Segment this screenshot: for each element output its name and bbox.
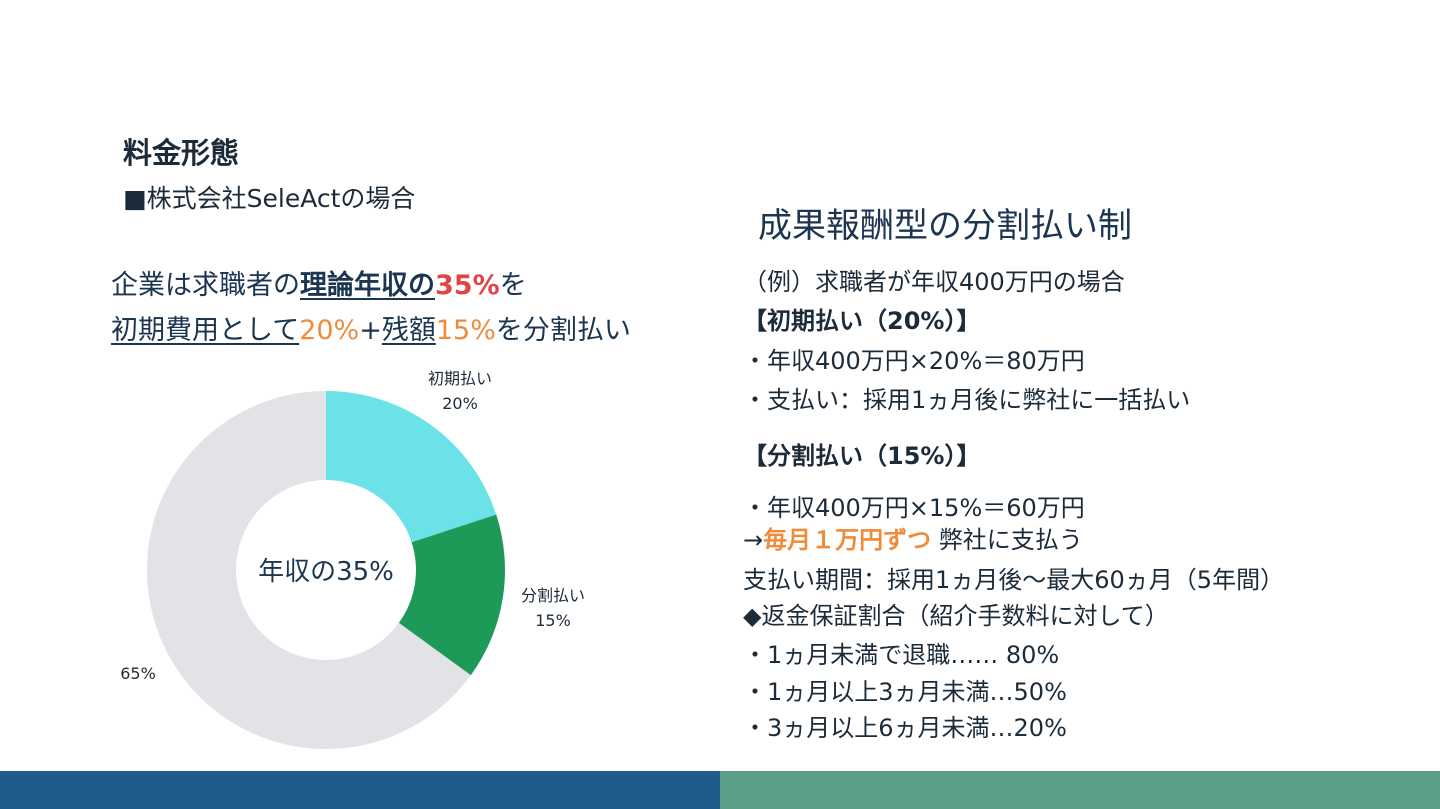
initial-heading: 【初期払い（20%）】 — [743, 307, 981, 335]
refund-item: ・1ヵ月未満で退職…… 80% — [743, 641, 1060, 669]
split-heading: 【分割払い（15%）】 — [743, 442, 981, 470]
footer-bar-right — [720, 771, 1440, 809]
arrow-icon: → — [743, 526, 764, 554]
donut-slice — [398, 514, 505, 676]
refund-item: ・1ヵ月以上3ヵ月未満…50% — [743, 678, 1067, 706]
donut-center-label: 年収の35% — [258, 557, 394, 587]
slice-value-label: 15% — [535, 611, 571, 630]
monthly-highlight: 毎月１万円ずつ — [763, 526, 932, 554]
slice-value-label: 65% — [120, 664, 156, 683]
headline-emphasis: 理論年収の — [300, 270, 435, 301]
monthly-rest: 弊社に支払う — [931, 526, 1083, 554]
company-subtitle: ■株式会社SeleActの場合 — [123, 184, 416, 213]
headline-line-1: 企業は求職者の理論年収の35%を — [111, 263, 527, 302]
headline-line-2: 初期費用として20%+残額15%を分割払い — [111, 308, 631, 347]
headline-text: 企業は求職者の — [111, 270, 300, 301]
headline-remainder: 残額 — [381, 315, 436, 346]
right-panel-title: 成果報酬型の分割払い制 — [758, 206, 1132, 246]
donut-slice — [326, 391, 497, 543]
refund-heading: ◆返金保証割合（紹介手数料に対して） — [743, 602, 1169, 630]
headline-text: を分割払い — [495, 315, 631, 346]
donut-slice — [146, 391, 471, 749]
headline-percent-initial: 20% — [299, 315, 360, 346]
section-title: 料金形態 — [123, 136, 240, 170]
donut-chart: 初期払い 20% 分割払い 15% 65% 年収の35% — [120, 369, 585, 749]
slice-label: 初期払い — [428, 369, 492, 388]
split-calc: ・年収400万円×15%＝60万円 — [743, 494, 1085, 522]
payment-period: 支払い期間：採用1ヵ月後〜最大60ヵ月（5年間） — [743, 566, 1285, 594]
slice-label: 分割払い — [521, 586, 585, 605]
refund-item: ・3ヵ月以上6ヵ月未満…20% — [743, 714, 1067, 742]
slice-value-label: 20% — [442, 394, 478, 413]
headline-percent-total: 35% — [435, 270, 500, 301]
footer-bar-left — [0, 771, 720, 809]
headline-initial-cost: 初期費用として — [111, 315, 300, 346]
example-line: （例）求職者が年収400万円の場合 — [743, 268, 1125, 296]
headline-percent-split: 15% — [435, 315, 496, 346]
headline-text: を — [499, 270, 527, 301]
headline-plus: + — [359, 315, 382, 346]
initial-item: ・年収400万円×20%＝80万円 — [743, 347, 1085, 375]
initial-item: ・支払い：採用1ヵ月後に弊社に一括払い — [743, 386, 1191, 414]
monthly-payment-line: →毎月１万円ずつ 弊社に支払う — [743, 520, 1083, 555]
